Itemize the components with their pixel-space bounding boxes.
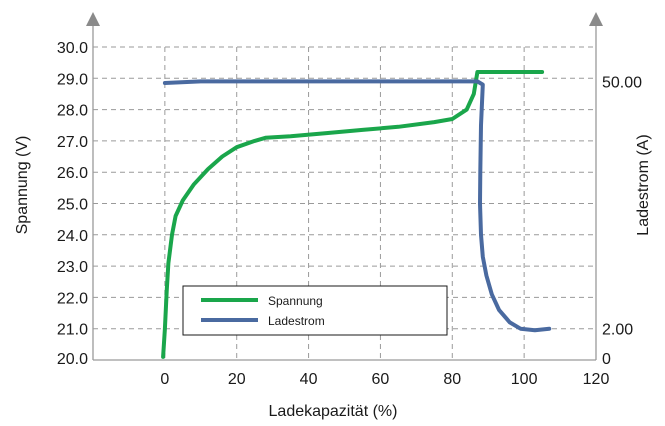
tick-labels: 0 20 40 60 80 100 120 20.0 21.0 22.0 23.0 24.0 25.0 2…	[57, 40, 642, 388]
legend-label-ladestrom: Ladestrom	[268, 314, 325, 328]
x-tick-label: 40	[300, 371, 318, 388]
y-left-tick-label: 22.0	[57, 290, 88, 307]
y-left-tick-label: 26.0	[57, 165, 88, 182]
legend-label-spannung: Spannung	[268, 294, 323, 308]
y-right-tick-label: 2.00	[602, 322, 633, 339]
y-left-tick-label: 24.0	[57, 228, 88, 245]
y-left-tick-label: 20.0	[57, 351, 88, 368]
y-left-tick-label: 28.0	[57, 103, 88, 120]
y-right-tick-label: 50.00	[602, 74, 642, 91]
grid	[93, 46, 596, 360]
y-axis-left-arrow	[86, 12, 100, 26]
y-left-tick-label: 21.0	[57, 322, 88, 339]
y-axis-right-title: Ladestrom (A)	[635, 134, 652, 235]
y-right-tick-label: 0	[602, 351, 611, 368]
legend-box	[182, 285, 448, 336]
x-tick-label: 120	[583, 371, 610, 388]
series-line-spannung	[161, 70, 545, 359]
y-left-tick-label: 29.0	[57, 71, 88, 88]
x-axis-title: Ladekapazität (%)	[269, 403, 398, 420]
legend: Spannung Ladestrom	[182, 285, 448, 336]
x-tick-label: 0	[160, 371, 169, 388]
series	[161, 70, 552, 359]
y-left-tick-label: 23.0	[57, 259, 88, 276]
x-tick-label: 20	[228, 371, 246, 388]
y-left-tick-label: 30.0	[57, 40, 88, 57]
x-tick-label: 100	[511, 371, 538, 388]
y-axis-left-title: Spannung (V)	[14, 136, 31, 235]
x-tick-label: 60	[372, 371, 390, 388]
series-line-ladestrom	[162, 79, 552, 333]
y-left-tick-label: 27.0	[57, 134, 88, 151]
y-axis-right-arrow	[589, 12, 603, 26]
y-left-tick-label: 25.0	[57, 197, 88, 214]
x-tick-label: 80	[443, 371, 461, 388]
axes	[86, 12, 603, 361]
